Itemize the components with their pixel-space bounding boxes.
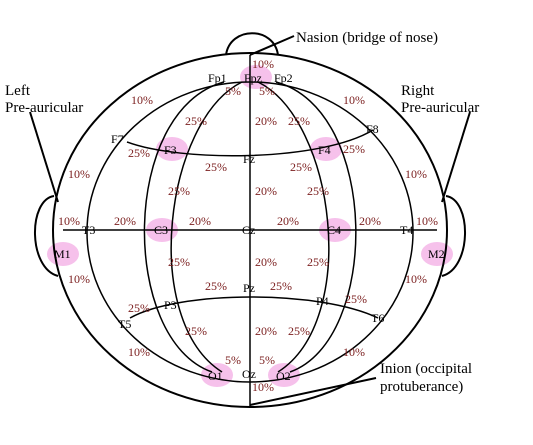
pct-c3-p3-25: 25%	[168, 255, 190, 269]
electrode-t3: T3	[82, 223, 95, 237]
electrode-o2: O2	[276, 369, 291, 383]
electrode-fp2: Fp2	[274, 71, 293, 85]
electrode-f8: F8	[366, 122, 379, 136]
pct-right-low-10: 10%	[405, 272, 427, 286]
pct-p3-pz-25: 25%	[205, 279, 227, 293]
pct-right-mid-10: 10%	[405, 167, 427, 181]
pct-p4-o2-25: 25%	[288, 324, 310, 338]
right-annotation-line2: Pre-auricular	[401, 100, 479, 116]
electrode-f7: F7	[111, 132, 124, 146]
pct-c4-t4-20: 20%	[359, 214, 381, 228]
pct-f3-c3-25: 25%	[168, 184, 190, 198]
pct-fp1-5: 5%	[225, 84, 241, 98]
electrode-o1: O1	[208, 369, 223, 383]
left-annotation-line1: Left	[5, 83, 31, 99]
pct-f4-f8-25: 25%	[343, 142, 365, 156]
inion-annotation-line2: protuberance)	[380, 379, 463, 395]
pct-left-upper-10: 10%	[131, 93, 153, 107]
electrode-cz: Cz	[242, 223, 255, 237]
pct-pz-oz-20: 20%	[255, 324, 277, 338]
right-annotation-line1: Right	[401, 83, 435, 99]
pct-fz-upper-20: 20%	[255, 114, 277, 128]
pct-t4-m2-10: 10%	[416, 214, 438, 228]
electrode-pz: Pz	[243, 281, 255, 295]
percentage-labels: 10% 5% 5% 10% 10% 25% 20% 25% 25% 25% 25…	[58, 57, 438, 394]
pct-o1-5: 5%	[225, 353, 241, 367]
pct-o2-5: 5%	[259, 353, 275, 367]
right-ear-outline	[441, 195, 466, 277]
pct-c3-cz-20: 20%	[189, 214, 211, 228]
pct-cz-pz-20: 20%	[255, 255, 277, 269]
pct-fz-cz-20: 20%	[255, 184, 277, 198]
pct-f4-upper-25: 25%	[288, 114, 310, 128]
electrode-c3: C3	[154, 223, 168, 237]
inion-pointer	[249, 377, 377, 406]
pct-c4-p4-25: 25%	[307, 255, 329, 269]
right-parasagittal-inner	[257, 81, 330, 373]
pct-f7-f3-25: 25%	[128, 146, 150, 160]
pct-inion-10: 10%	[252, 380, 274, 394]
left-preauricular-pointer	[29, 111, 59, 203]
electrode-t4: T4	[400, 223, 413, 237]
right-preauricular-pointer	[441, 111, 471, 203]
highlight-f3	[156, 137, 188, 161]
frontal-coronal-line	[126, 129, 374, 157]
electrode-m2: M2	[428, 247, 445, 261]
electrode-c4: C4	[327, 223, 341, 237]
electrode-fz: Fz	[243, 152, 255, 166]
electrode-m1: M1	[54, 247, 71, 261]
electrode-fp1: Fp1	[208, 71, 227, 85]
electrode-p3: P3	[164, 298, 177, 312]
nasion-annotation: Nasion (bridge of nose)	[296, 30, 438, 46]
pct-pz-p4-25: 25%	[270, 279, 292, 293]
electrode-p4: P4	[316, 294, 329, 308]
left-annotation-line2: Pre-auricular	[5, 100, 83, 116]
electrode-t6: T6	[371, 311, 384, 325]
nose-outline	[225, 32, 279, 56]
pct-f3-upper-25: 25%	[185, 114, 207, 128]
electrode-f4: F4	[318, 143, 331, 157]
pct-fp2-5: 5%	[259, 84, 275, 98]
electrode-oz: Oz	[242, 367, 256, 381]
pct-t3-c3-20: 20%	[114, 214, 136, 228]
electrode-t5: T5	[118, 317, 131, 331]
electrode-fpz: Fpz	[244, 71, 262, 85]
right-parasagittal-outer	[275, 81, 357, 373]
pct-right-bottom-10: 10%	[343, 345, 365, 359]
pct-left-bottom-10: 10%	[128, 345, 150, 359]
electrode-labels: Fp1 Fpz Fp2 F7 F3 Fz F4 F8 M1 T3 C3 Cz C…	[54, 71, 445, 383]
left-parasagittal-inner	[170, 81, 243, 373]
pct-p4-t6-25: 25%	[345, 292, 367, 306]
parietal-coronal-line	[129, 296, 379, 319]
pct-t5-p3-25: 25%	[128, 301, 150, 315]
pct-f4-c4-25: 25%	[307, 184, 329, 198]
inion-annotation-line1: Inion (occipital	[380, 361, 472, 377]
left-parasagittal-outer	[143, 81, 225, 373]
pct-cz-c4-20: 20%	[277, 214, 299, 228]
pct-fz-f4-25: 25%	[290, 160, 312, 174]
pct-m1-t3-10: 10%	[58, 214, 80, 228]
highlight-f4	[310, 137, 342, 161]
pct-top-nasion: 10%	[252, 57, 274, 71]
nasion-pointer	[249, 35, 295, 56]
highlight-o2	[268, 363, 300, 387]
pct-left-low-10: 10%	[68, 272, 90, 286]
pct-left-mid-10: 10%	[68, 167, 90, 181]
measurement-lines	[29, 35, 471, 408]
electrode-f3: F3	[164, 143, 177, 157]
pct-f3-fz-25: 25%	[205, 160, 227, 174]
pct-right-upper-10: 10%	[343, 93, 365, 107]
pct-p3-o1-25: 25%	[185, 324, 207, 338]
left-ear-outline	[34, 195, 59, 277]
